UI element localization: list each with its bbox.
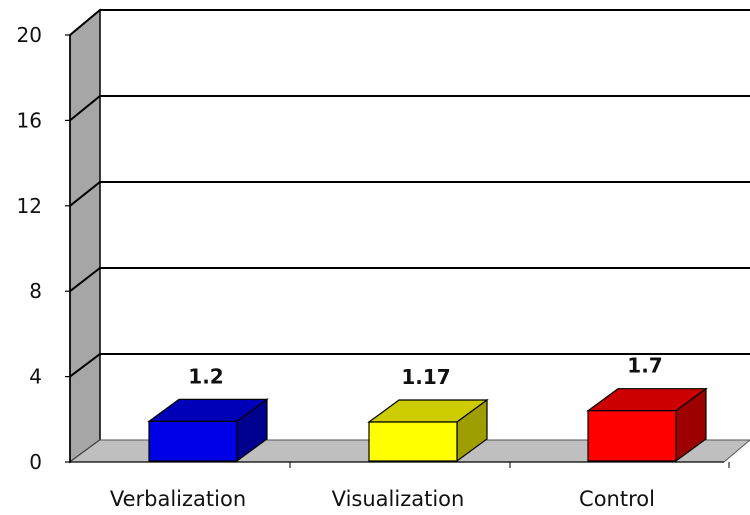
- gridline: [69, 353, 750, 378]
- y-tick-label: 4: [29, 365, 42, 389]
- y-tick-label: 16: [17, 108, 42, 132]
- data-label: 1.17: [401, 365, 450, 389]
- x-tick-label: Visualization: [332, 487, 465, 511]
- gridline: [69, 95, 750, 122]
- bar: [587, 410, 677, 462]
- y-tick-label: 0: [29, 450, 42, 474]
- side-wall: [69, 8, 101, 464]
- bar: [368, 421, 458, 462]
- y-tick-label: 20: [17, 23, 42, 47]
- gridline: [69, 267, 750, 292]
- x-tick-label: Verbalization: [110, 487, 246, 511]
- x-tick-label: Control: [579, 487, 655, 511]
- y-tick-label: 8: [29, 279, 42, 303]
- gridline: [69, 9, 750, 36]
- data-label: 1.2: [188, 364, 223, 388]
- bar: [148, 420, 238, 462]
- data-label: 1.7: [627, 354, 662, 378]
- y-tick-label: 12: [17, 194, 42, 218]
- gridline: [69, 181, 750, 207]
